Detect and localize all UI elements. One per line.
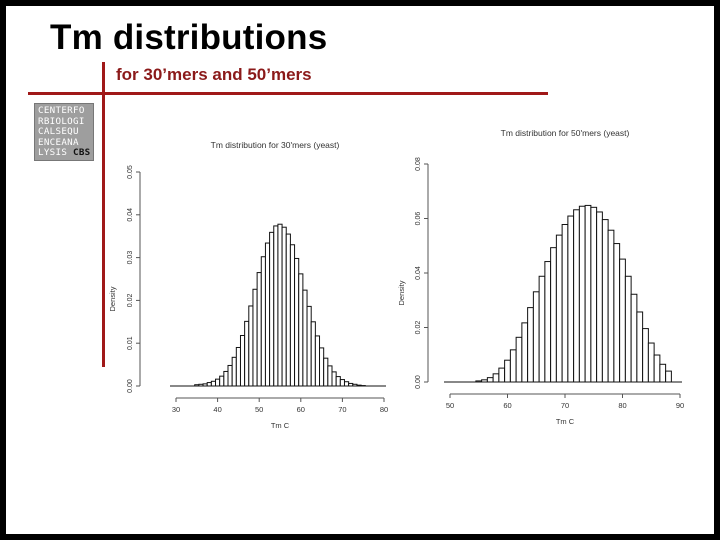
logo-line: LYSIS CBS [38,148,90,159]
histogram-bar [504,359,511,383]
y-tick-label: 0.04 [415,266,422,280]
y-tick-label: 0.04 [127,208,134,222]
cbs-logo: CENTERFO RBIOLOGI CALSEQU ENCEANA LYSIS … [34,103,94,161]
slide-title: Tm distributions [50,18,328,57]
x-tick-label: 50 [255,405,263,414]
histogram-bar [509,349,517,383]
x-tick-label: 30 [172,405,180,414]
y-tick-label: 0.05 [127,165,134,179]
histogram-bar [590,206,598,383]
logo-line: CENTERFO [38,105,85,116]
logo-line: RBIOLOGI [38,115,85,127]
title-rule-horizontal [28,92,548,95]
x-tick-label: 70 [561,401,569,410]
histogram-bar [653,354,661,383]
histogram-bar [601,219,609,383]
histogram-bar [578,205,586,383]
histogram-bar [647,342,655,383]
histogram-bar [642,328,649,383]
y-tick-label: 0.08 [415,157,422,171]
histogram-bar [607,229,615,383]
histogram-bar [555,234,563,383]
logo-line: ENCEANA [38,136,79,148]
y-tick-label: 0.03 [127,251,134,265]
histogram-bar [630,293,638,383]
y-axis-label: Density [397,280,406,305]
histogram-bar [486,377,494,383]
title-rule-vertical [102,62,105,367]
slide-subtitle: for 30’mers and 50’mers [116,65,312,84]
histogram-bar [492,373,500,383]
chart-title: Tm distribution for 30'mers (yeast) [211,140,340,150]
y-tick-label: 0.02 [127,293,134,307]
histogram-bar [515,336,523,383]
chart-title: Tm distribution for 50'mers (yeast) [501,128,630,138]
histogram-bar [521,322,529,383]
histogram-bar [498,367,506,383]
logo-badge: CBS [73,147,91,159]
histogram-bar [596,211,603,383]
histogram-bar [573,209,580,383]
histogram-bar [561,223,569,383]
histogram-bar [532,291,540,383]
histogram-bar [619,258,626,383]
histogram-bar [659,363,667,383]
y-tick-label: 0.01 [127,336,134,350]
histogram-bar [538,275,546,383]
y-tick-label: 0.00 [415,375,422,389]
histogram-bar [527,307,534,383]
y-tick-label: 0.02 [415,321,422,335]
x-tick-label: 50 [446,401,454,410]
x-tick-label: 80 [618,401,626,410]
y-tick-label: 0.00 [127,379,134,393]
y-tick-label: 0.06 [415,212,422,226]
histogram-bar [624,275,632,383]
histogram-bar [636,311,644,383]
x-tick-label: 90 [676,401,684,410]
histogram-bar [550,247,557,383]
histogram-bar [665,370,672,383]
x-tick-label: 80 [380,405,388,414]
y-axis-label: Density [108,286,117,311]
x-tick-label: 70 [338,405,346,414]
logo-line-text: LYSIS [38,147,68,159]
histogram-bar [584,204,592,383]
histogram-bar [544,261,552,383]
x-axis-label: Tm C [556,417,575,426]
logo-line: CALSEQU [38,126,79,138]
x-tick-label: 60 [297,405,305,414]
x-tick-label: 60 [503,401,511,410]
histogram-bar [613,243,621,383]
x-tick-label: 40 [213,405,221,414]
histogram-bar [567,215,575,383]
x-axis-label: Tm C [271,421,290,430]
